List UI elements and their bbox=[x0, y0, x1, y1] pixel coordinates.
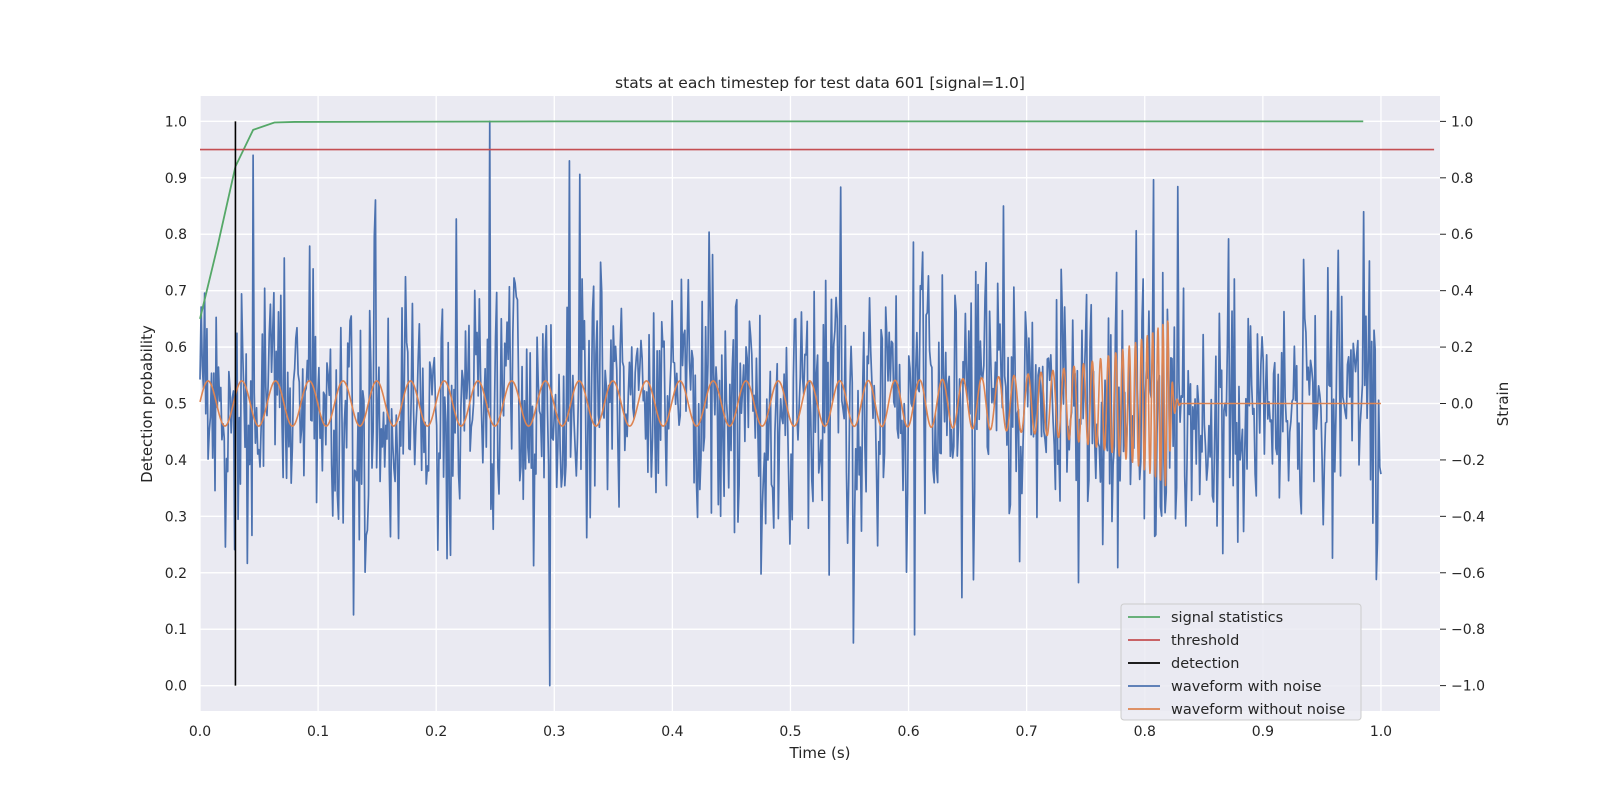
x-tick-label: 0.2 bbox=[425, 724, 447, 740]
x-tick-label: 0.3 bbox=[543, 724, 565, 740]
legend-label-detection: detection bbox=[1171, 656, 1239, 672]
series-waveform-without-noise bbox=[199, 320, 1382, 487]
y-left-tick-label: 1.0 bbox=[165, 114, 187, 130]
y-left-tick-label: 0.8 bbox=[165, 227, 187, 243]
y-right-axis-ticks: −1.0 −0.8 −0.6 −0.4 −0.2 0.0 0.2 0.4 0.6 0.8 1.0 bbox=[1440, 114, 1485, 695]
x-tick-label: 0.1 bbox=[307, 724, 329, 740]
y-left-axis-ticks: 0.0 0.1 0.2 0.3 0.4 0.5 0.6 0.7 0.8 0.9 1.0 bbox=[165, 114, 187, 694]
y-left-tick-label: 0.6 bbox=[165, 340, 187, 356]
y-right-tick-label: 0.6 bbox=[1451, 227, 1473, 243]
x-tick-label: 0.4 bbox=[661, 724, 683, 740]
y-left-tick-label: 0.5 bbox=[165, 397, 187, 413]
y-right-tick-label: −0.8 bbox=[1451, 622, 1485, 638]
x-tick-label: 0.7 bbox=[1016, 724, 1038, 740]
x-tick-label: 0.6 bbox=[897, 724, 919, 740]
y-left-tick-label: 0.1 bbox=[165, 622, 187, 638]
legend-label-waveform-without-noise: waveform without noise bbox=[1171, 702, 1345, 718]
x-tick-label: 0.8 bbox=[1134, 724, 1156, 740]
y-right-tick-label: 0.0 bbox=[1451, 397, 1473, 413]
y-left-axis-title: Detection probability bbox=[138, 325, 156, 483]
x-tick-label: 0.5 bbox=[779, 724, 801, 740]
x-tick-label: 1.0 bbox=[1370, 724, 1392, 740]
y-right-tick-label: 0.2 bbox=[1451, 340, 1473, 356]
legend: signal statistics threshold detection wa… bbox=[1120, 603, 1362, 721]
y-right-tick-label: −0.2 bbox=[1451, 453, 1485, 469]
chart-title: stats at each timestep for test data 601… bbox=[615, 74, 1025, 92]
y-right-axis-title: Strain bbox=[1494, 382, 1512, 426]
series-layer bbox=[199, 120, 1435, 687]
y-right-tick-label: 1.0 bbox=[1451, 114, 1473, 130]
series-signal-statistics bbox=[199, 120, 1364, 320]
y-right-tick-label: −0.6 bbox=[1451, 566, 1485, 582]
x-axis-title: Time (s) bbox=[789, 744, 851, 762]
legend-box bbox=[1120, 603, 1362, 721]
x-axis-ticks: 0.0 0.1 0.2 0.3 0.4 0.5 0.6 0.7 0.8 0.9 1.0 bbox=[189, 724, 1392, 740]
x-tick-label: 0.9 bbox=[1252, 724, 1274, 740]
legend-label-signal-statistics: signal statistics bbox=[1171, 610, 1283, 626]
y-right-tick-label: 0.8 bbox=[1451, 171, 1473, 187]
y-left-tick-label: 0.4 bbox=[165, 453, 187, 469]
series-waveform-with-noise bbox=[199, 120, 1382, 687]
legend-label-waveform-with-noise: waveform with noise bbox=[1171, 679, 1322, 695]
legend-label-threshold: threshold bbox=[1171, 633, 1239, 649]
y-left-tick-label: 0.3 bbox=[165, 509, 187, 525]
y-left-tick-label: 0.7 bbox=[165, 284, 187, 300]
y-right-tick-label: 0.4 bbox=[1451, 284, 1473, 300]
y-left-tick-label: 0.9 bbox=[165, 171, 187, 187]
y-left-tick-label: 0.0 bbox=[165, 679, 187, 695]
y-right-tick-label: −1.0 bbox=[1451, 679, 1485, 695]
y-right-tick-label: −0.4 bbox=[1451, 509, 1485, 525]
x-tick-label: 0.0 bbox=[189, 724, 211, 740]
y-left-tick-label: 0.2 bbox=[165, 566, 187, 582]
